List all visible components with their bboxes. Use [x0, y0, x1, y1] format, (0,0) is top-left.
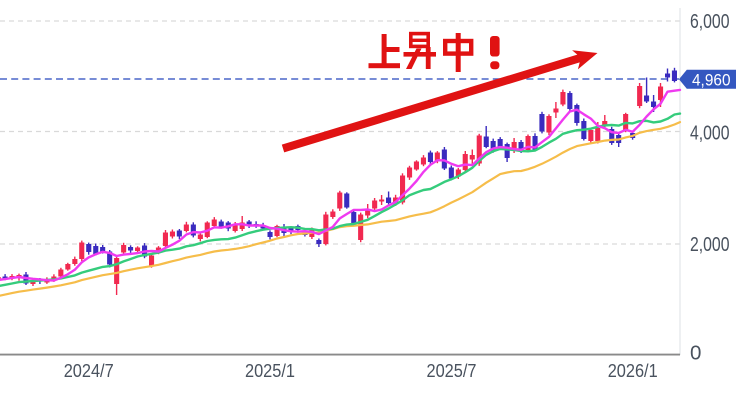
svg-text:2025/1: 2025/1: [245, 361, 295, 381]
svg-text:4,960: 4,960: [692, 71, 731, 90]
svg-text:2024/7: 2024/7: [64, 361, 114, 381]
svg-text:2025/7: 2025/7: [427, 361, 477, 381]
svg-text:2026/1: 2026/1: [608, 361, 658, 381]
svg-text:2,000: 2,000: [690, 233, 730, 256]
svg-text:6,000: 6,000: [690, 10, 730, 33]
svg-text:0: 0: [690, 342, 701, 365]
svg-text:4,000: 4,000: [690, 122, 730, 145]
